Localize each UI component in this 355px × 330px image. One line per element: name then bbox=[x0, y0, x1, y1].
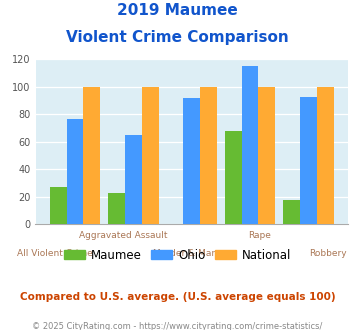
Bar bbox=[142, 87, 159, 224]
Bar bbox=[108, 193, 125, 224]
Legend: Maumee, Ohio, National: Maumee, Ohio, National bbox=[59, 244, 296, 266]
Text: © 2025 CityRating.com - https://www.cityrating.com/crime-statistics/: © 2025 CityRating.com - https://www.city… bbox=[32, 322, 323, 330]
Text: Robbery: Robbery bbox=[309, 249, 347, 258]
Bar bbox=[283, 200, 300, 224]
Bar bbox=[242, 66, 258, 224]
Bar bbox=[125, 135, 142, 224]
Text: 2019 Maumee: 2019 Maumee bbox=[117, 3, 238, 18]
Text: Violent Crime Comparison: Violent Crime Comparison bbox=[66, 30, 289, 45]
Bar bbox=[50, 187, 67, 224]
Bar bbox=[300, 96, 317, 224]
Text: Compared to U.S. average. (U.S. average equals 100): Compared to U.S. average. (U.S. average … bbox=[20, 292, 335, 302]
Bar bbox=[83, 87, 100, 224]
Bar bbox=[183, 98, 200, 224]
Bar bbox=[317, 87, 334, 224]
Text: All Violent Crime: All Violent Crime bbox=[17, 249, 93, 258]
Text: Aggravated Assault: Aggravated Assault bbox=[79, 231, 168, 240]
Bar bbox=[67, 118, 83, 224]
Text: Murder & Mans...: Murder & Mans... bbox=[153, 249, 230, 258]
Bar bbox=[200, 87, 217, 224]
Bar bbox=[258, 87, 275, 224]
Text: Rape: Rape bbox=[248, 231, 271, 240]
Bar bbox=[225, 131, 242, 224]
